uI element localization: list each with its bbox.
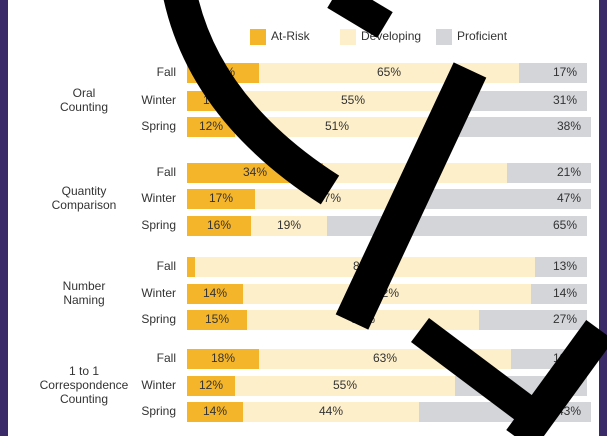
value-label: 19%: [277, 218, 301, 232]
row-label: Fall: [157, 165, 176, 179]
value-label: 12%: [199, 119, 223, 133]
legend-swatch: [250, 29, 266, 45]
legend-label: Proficient: [457, 29, 508, 43]
bar-segment: [479, 310, 587, 330]
overlay-stroke: [335, 62, 487, 330]
value-label: 21%: [557, 165, 581, 179]
row-label: Spring: [141, 218, 176, 232]
row-label: Fall: [157, 351, 176, 365]
value-label: 47%: [557, 191, 581, 205]
value-label: 12%: [199, 378, 223, 392]
row-label: Spring: [141, 312, 176, 326]
row-label: Winter: [141, 286, 176, 300]
legend-swatch: [436, 29, 452, 45]
group-label: 1 to 1: [69, 364, 99, 378]
bar-segment: [187, 310, 247, 330]
overlay-stroke: [327, 0, 393, 38]
row-label: Spring: [141, 404, 176, 418]
value-label: 31%: [553, 93, 577, 107]
bar-segment: [327, 216, 587, 236]
value-label: 55%: [341, 93, 365, 107]
row-label: Winter: [141, 378, 176, 392]
value-label: 14%: [553, 286, 577, 300]
bar-segment: [187, 189, 255, 209]
value-label: 14%: [203, 286, 227, 300]
value-label: 27%: [553, 312, 577, 326]
value-label: 34%: [243, 165, 267, 179]
bar-segment: [187, 349, 259, 369]
bar-segment: [187, 216, 251, 236]
bar-segment: [187, 117, 235, 137]
value-label: 44%: [319, 404, 343, 418]
bar-segment: [235, 117, 439, 137]
group-label: Comparison: [52, 198, 117, 212]
value-label: 18%: [211, 351, 235, 365]
bar-segment: [463, 91, 587, 111]
bar-segment: [243, 91, 463, 111]
bar-segment: [439, 117, 591, 137]
bar-segment: [187, 257, 195, 277]
bar-segment: [187, 284, 243, 304]
legend-label: At-Risk: [271, 29, 311, 43]
group-label: Quantity: [62, 184, 107, 198]
row-label: Winter: [141, 93, 176, 107]
value-label: 55%: [333, 378, 357, 392]
row-label: Spring: [141, 119, 176, 133]
legend-swatch: [340, 29, 356, 45]
group-label: Naming: [63, 293, 104, 307]
bar-segment: [535, 257, 587, 277]
value-label: 13%: [553, 259, 577, 273]
value-label: 15%: [205, 312, 229, 326]
row-label: Fall: [157, 259, 176, 273]
bar-segment: [519, 63, 587, 83]
bar-segment: [187, 376, 235, 396]
overlay-stroke: [411, 318, 549, 432]
overlay-stroke: [163, 0, 340, 205]
bar-segment: [251, 216, 327, 236]
row-label: Fall: [157, 65, 176, 79]
bar-segment: [243, 402, 419, 422]
bar-segment: [255, 189, 403, 209]
value-label: 14%: [203, 404, 227, 418]
value-label: 38%: [557, 119, 581, 133]
bar-segment: [187, 402, 243, 422]
value-label: 65%: [377, 65, 401, 79]
value-label: 16%: [207, 218, 231, 232]
row-label: Winter: [141, 191, 176, 205]
group-label: Oral: [73, 86, 96, 100]
value-label: 63%: [373, 351, 397, 365]
value-label: 51%: [325, 119, 349, 133]
bar-segment: [403, 189, 591, 209]
bar-segment: [235, 376, 455, 396]
value-label: 17%: [209, 191, 233, 205]
value-label: 65%: [553, 218, 577, 232]
group-label: Number: [63, 279, 106, 293]
group-label: Correspondence: [40, 378, 129, 392]
group-label: Counting: [60, 100, 108, 114]
bar-segment: [507, 163, 591, 183]
group-label: Counting: [60, 392, 108, 406]
bar-segment: [243, 284, 531, 304]
value-label: 17%: [553, 65, 577, 79]
overlay-stroke: [506, 320, 607, 436]
bar-segment: [531, 284, 587, 304]
